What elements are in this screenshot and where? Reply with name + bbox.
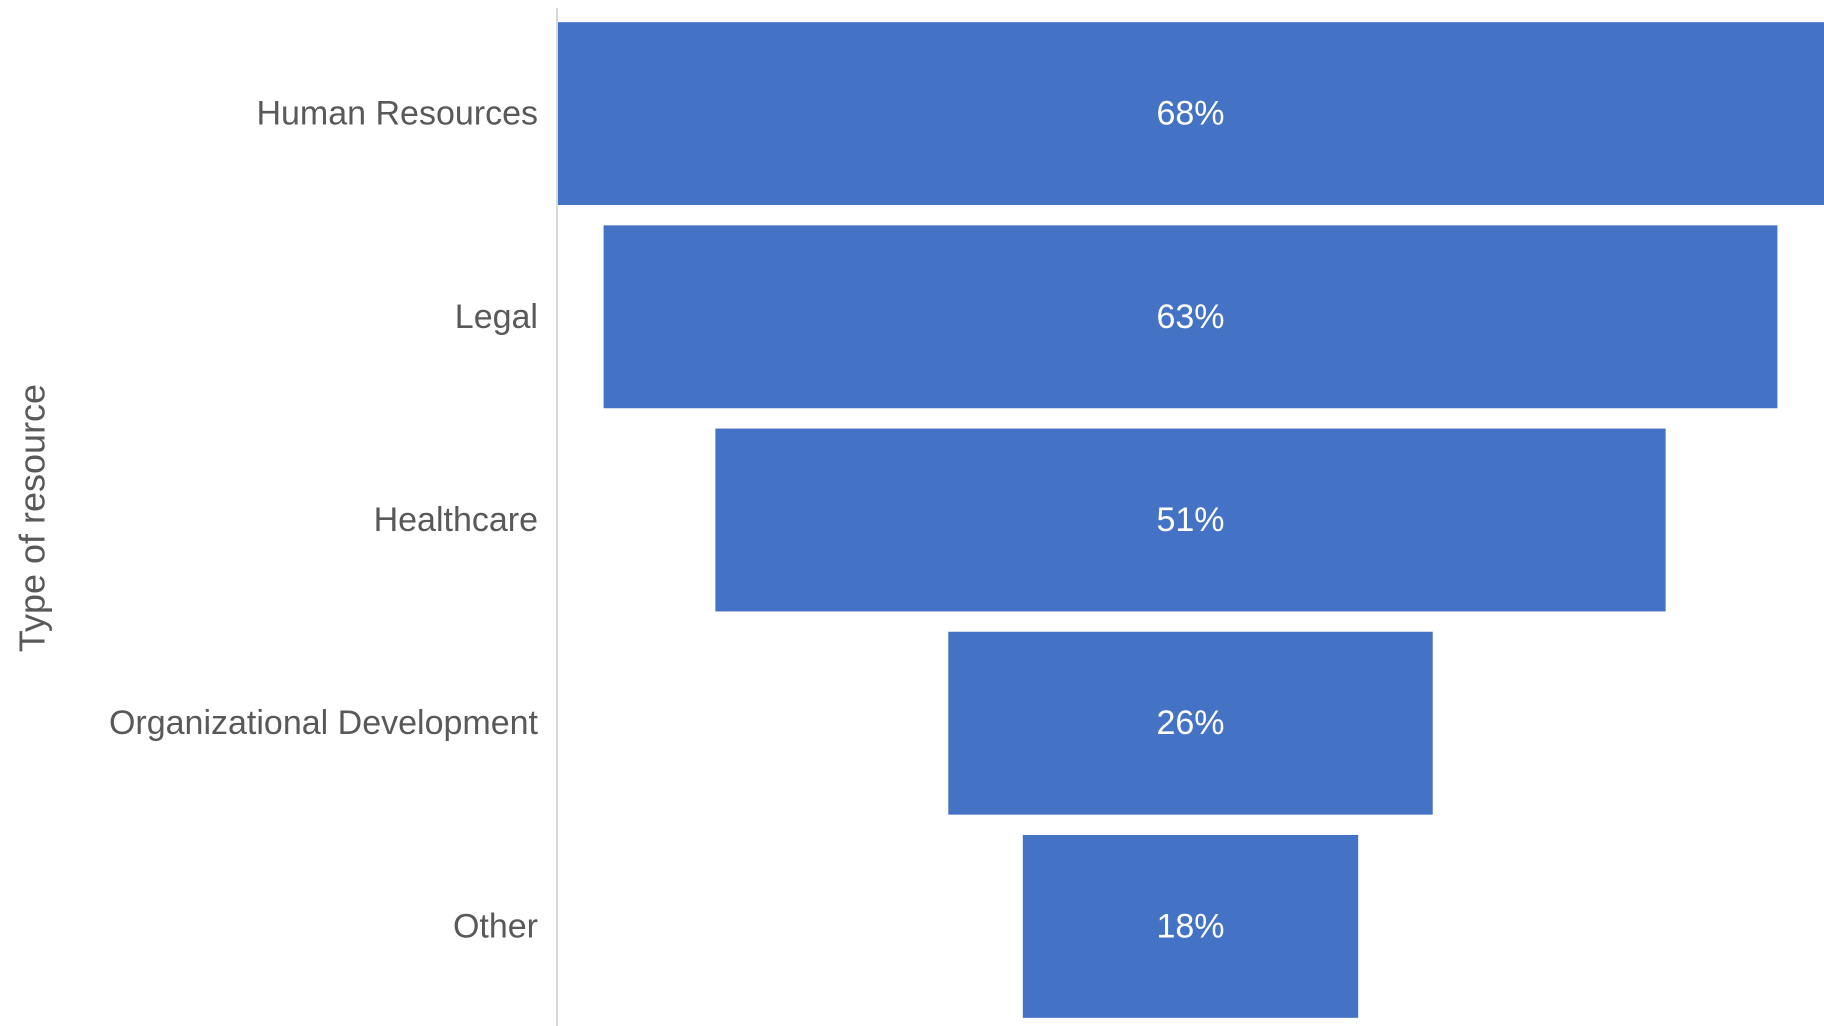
bar-value-label: 51% [1156,501,1224,539]
funnel-bar [557,22,1824,206]
funnel-bar [715,428,1666,612]
bar-value-label: 63% [1156,298,1224,336]
category-label: Legal [455,298,538,336]
funnel-bar [1022,834,1359,1018]
bar-value-label: 26% [1156,704,1224,742]
funnel-bar [603,225,1778,409]
category-label: Human Resources [256,95,538,133]
category-label: Organizational Development [109,704,539,742]
bar-value-label: 18% [1156,907,1224,945]
bar-value-label: 68% [1156,95,1224,133]
labels-layer: 68% Human Resources 63% Legal 51% Healthcare 2… [109,95,1225,946]
y-axis-title: Type of resource [12,384,53,652]
bars-layer [557,22,1824,1018]
category-label: Other [453,907,538,945]
funnel-bar [948,631,1433,815]
category-label: Healthcare [374,501,538,539]
